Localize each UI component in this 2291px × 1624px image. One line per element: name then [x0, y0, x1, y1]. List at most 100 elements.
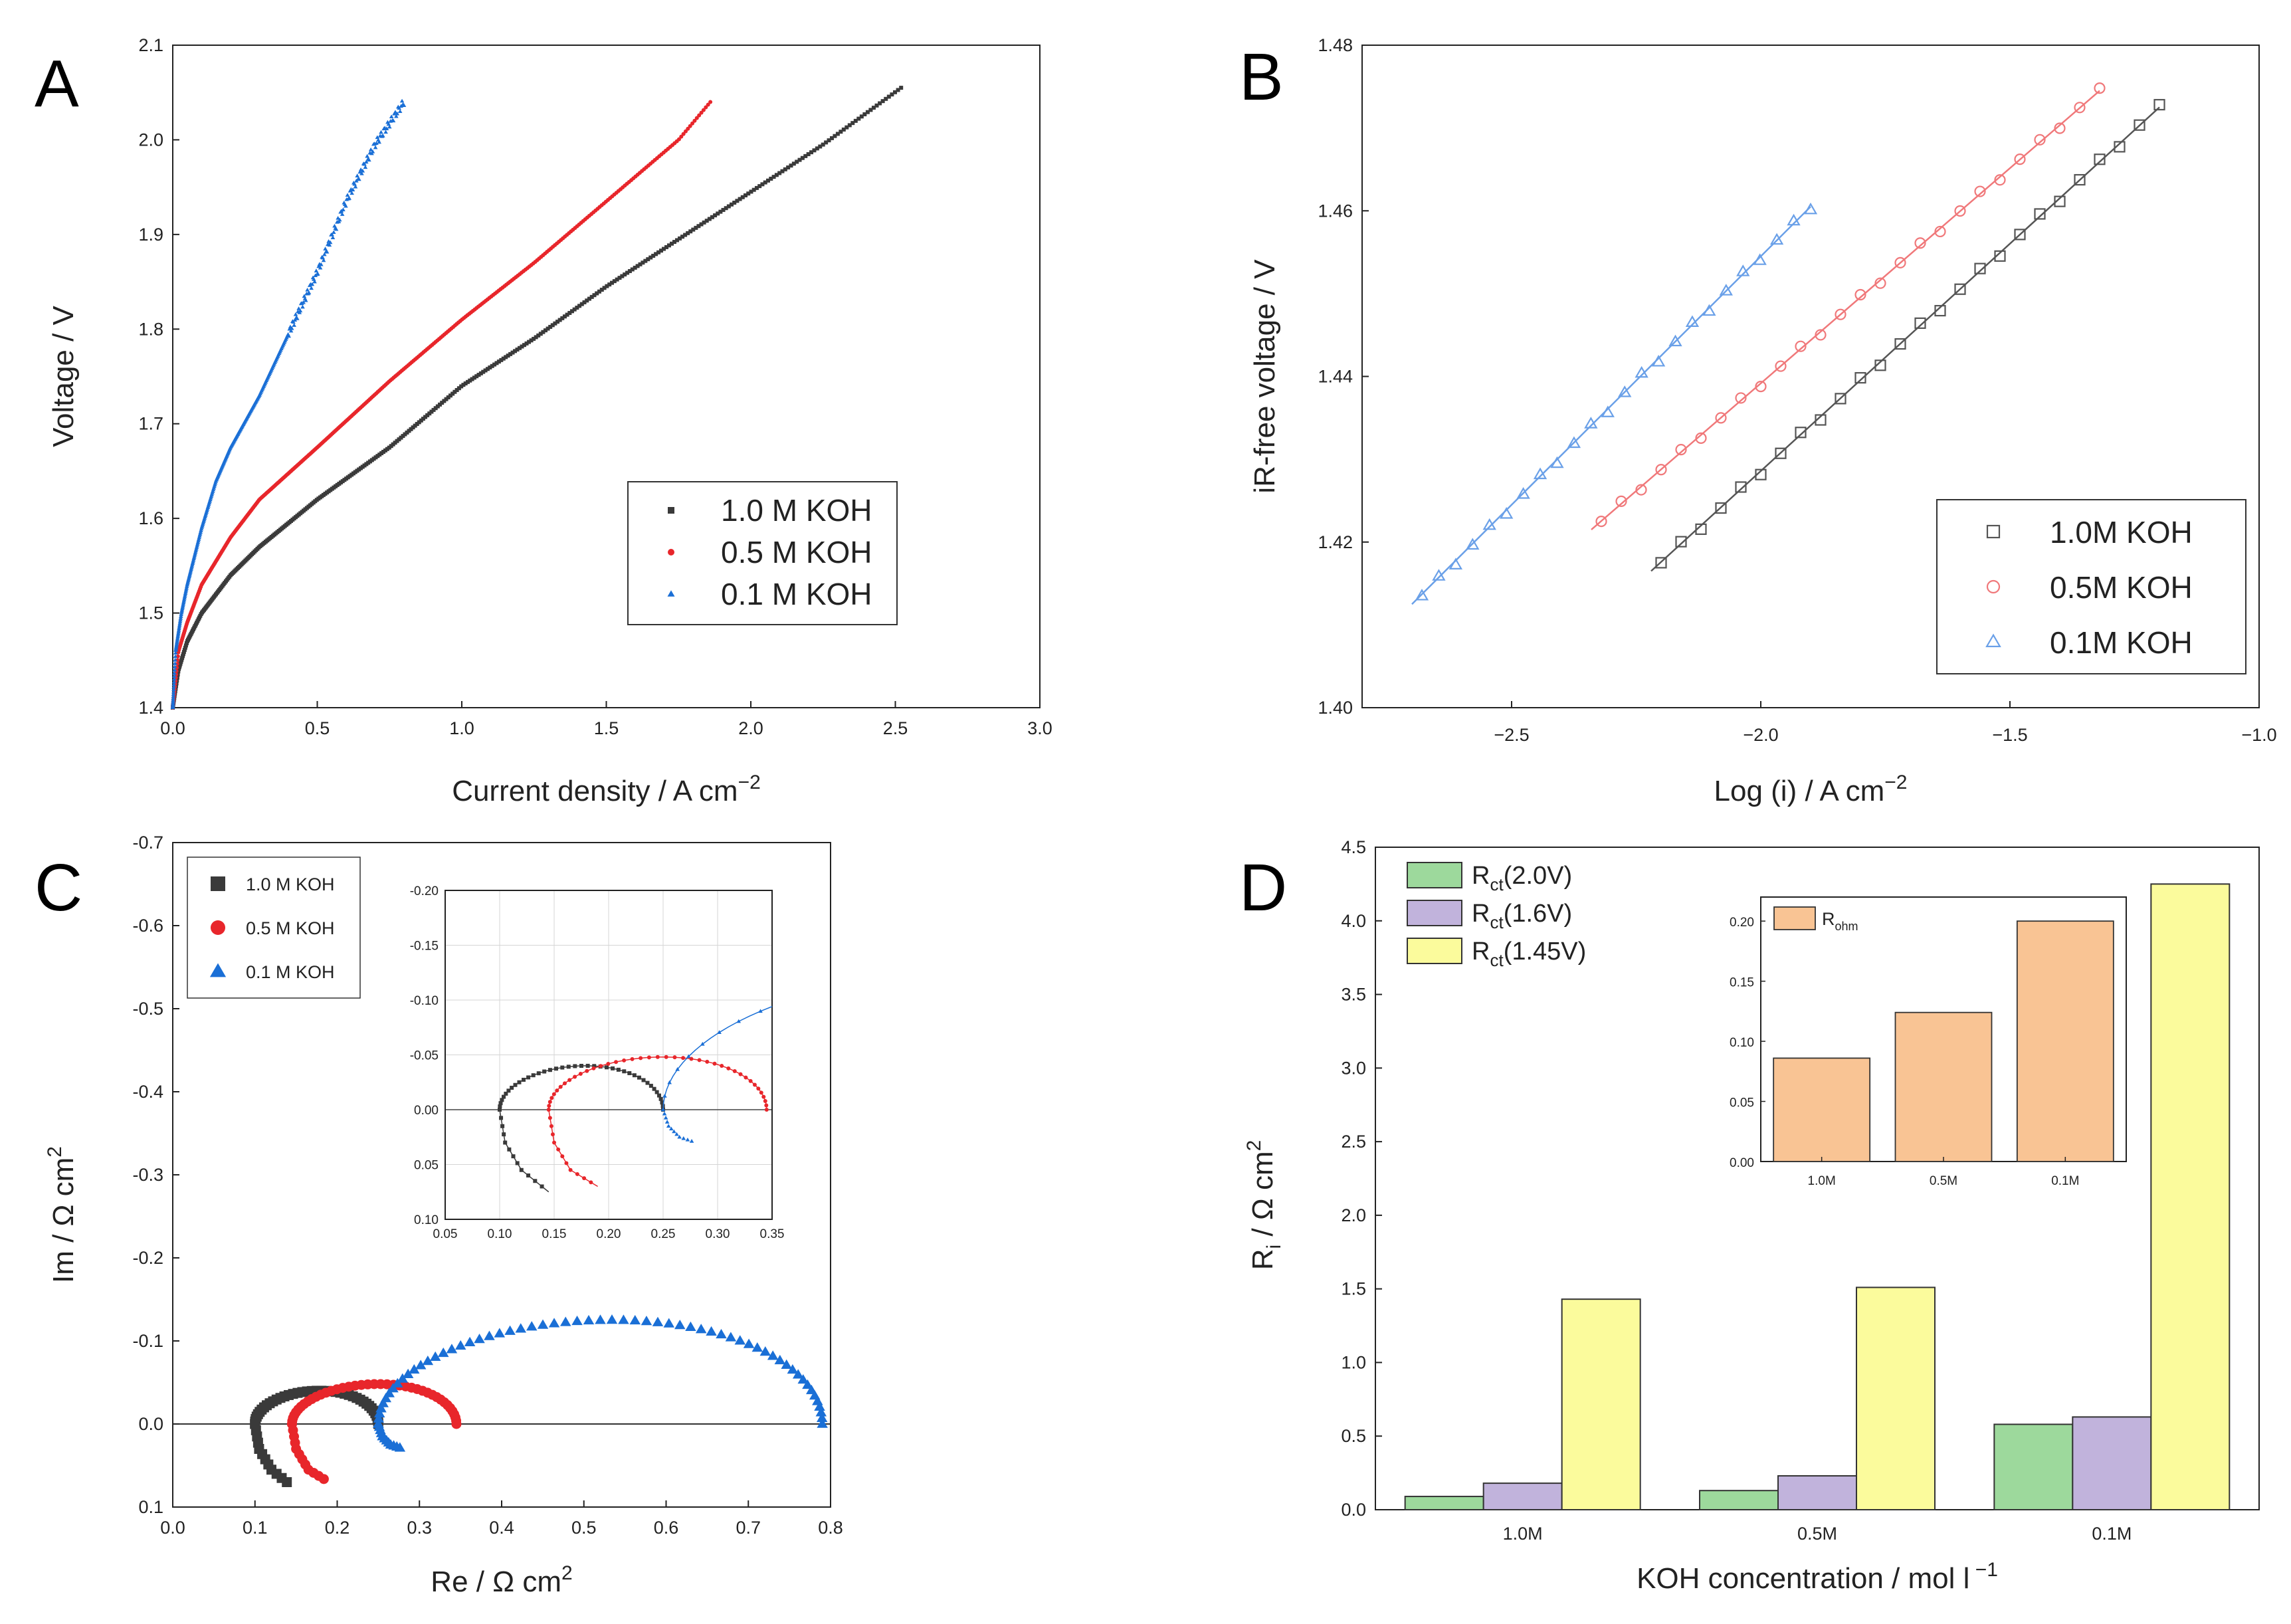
- data-point-a: [293, 312, 298, 316]
- data-point-c: [618, 1314, 629, 1324]
- data-point-a: [311, 277, 316, 281]
- data-point-b: [1584, 417, 1598, 429]
- data-point-a: [318, 265, 323, 270]
- data-point-a: [694, 225, 698, 230]
- data-point-a: [662, 247, 666, 251]
- data-point-c: [924, 972, 929, 976]
- data-point-a: [783, 167, 787, 171]
- data-point-a: [452, 389, 457, 394]
- data-point-a: [797, 157, 802, 162]
- data-point-a: [623, 272, 627, 277]
- data-point-a: [375, 135, 380, 140]
- data-point-a: [680, 235, 685, 239]
- data-point-b: [1735, 392, 1747, 404]
- data-point-c: [402, 1368, 414, 1378]
- data-point-a: [710, 215, 714, 219]
- data-point-a: [381, 134, 385, 138]
- x-tick-label-a: 1.5: [594, 718, 619, 738]
- data-point-b: [1655, 464, 1667, 476]
- data-point-b: [1769, 233, 1784, 245]
- data-point-a: [839, 130, 843, 134]
- data-point-a: [294, 316, 300, 320]
- legend-marker-c: [211, 876, 225, 891]
- data-point-b: [1755, 468, 1767, 480]
- data-point-a: [672, 240, 676, 245]
- y-tick-label-c: -0.4: [132, 1082, 163, 1102]
- legend-b: 1.0M KOH 0.5M KOH 0.1M KOH: [1936, 499, 2246, 674]
- data-point-b: [1736, 264, 1750, 276]
- data-point-a: [612, 279, 617, 284]
- data-point-a: [760, 182, 765, 187]
- bar-d: [1856, 1286, 1936, 1511]
- data-point-a: [181, 652, 185, 657]
- data-point-a: [841, 127, 846, 132]
- data-point-c: [751, 1342, 763, 1352]
- data-point-a: [641, 260, 645, 265]
- data-point-a: [553, 321, 557, 326]
- bar-d: [1404, 1496, 1484, 1511]
- inset-y-tick-label-d: 0.05: [1730, 1096, 1754, 1110]
- legend-marker-a: [668, 549, 674, 556]
- data-point-c: [814, 1401, 825, 1411]
- series-b-2: [1411, 202, 1818, 605]
- data-point-c: [282, 1477, 292, 1487]
- data-point-b: [1994, 174, 2006, 186]
- data-point-a: [735, 199, 740, 203]
- data-point-a: [690, 121, 695, 126]
- legend-label-b: 0.5M KOH: [2050, 570, 2193, 605]
- x-tick-label-b: −1.0: [2241, 725, 2276, 745]
- data-point-a: [353, 184, 358, 189]
- y-tick-label-a: 2.0: [138, 130, 163, 150]
- data-point-a: [173, 657, 177, 662]
- data-point-a: [592, 293, 597, 298]
- data-point-b: [2094, 82, 2106, 94]
- y-tick-label-c: -0.6: [132, 916, 163, 936]
- data-point-a: [332, 223, 337, 228]
- data-point-a: [646, 257, 650, 262]
- data-point-b: [1815, 329, 1827, 341]
- data-point-a: [627, 268, 632, 273]
- data-point-a: [171, 687, 176, 692]
- data-point-a: [302, 294, 307, 298]
- fit-line-b: [1411, 206, 1811, 605]
- data-point-c: [377, 1397, 389, 1407]
- data-point-c: [526, 1321, 538, 1331]
- data-point-b: [1894, 256, 1906, 268]
- data-point-a: [483, 368, 488, 373]
- inset-frame-c: [445, 890, 773, 1220]
- data-point-c: [1046, 975, 1050, 979]
- data-point-a: [459, 384, 464, 389]
- data-point-a: [171, 682, 177, 686]
- data-point-a: [510, 350, 515, 355]
- data-point-a: [585, 298, 589, 303]
- data-point-b: [1482, 518, 1496, 530]
- legend-label-a: 1.0 M KOH: [721, 493, 872, 528]
- panel-a-voltage-vs-current-density: A 0.0 0.5 1.0 1.5 2.0 2.5 3.0 1.4 1.5 1.6 1.7 1.8 1.9…: [35, 35, 1052, 807]
- data-point-b: [1695, 432, 1707, 444]
- series-c-1: [286, 1379, 462, 1484]
- data-point-a: [171, 679, 177, 684]
- data-point-a: [691, 227, 696, 232]
- data-point-a: [892, 90, 897, 94]
- data-point-a: [319, 262, 324, 266]
- data-point-a: [602, 286, 607, 290]
- data-point-c: [394, 1442, 406, 1452]
- legend-c: 1.0 M KOH 0.5 M KOH 0.1 M KOH: [187, 857, 361, 999]
- data-point-a: [324, 249, 330, 254]
- data-point-c: [446, 1344, 458, 1354]
- data-point-a: [896, 88, 900, 92]
- data-point-a: [327, 243, 332, 247]
- data-point-a: [815, 146, 819, 151]
- data-point-b: [1601, 405, 1615, 417]
- x-axis-title-b: Log (i) / A cm−2: [1714, 771, 1908, 807]
- data-point-c: [387, 1383, 399, 1393]
- data-point-a: [397, 109, 403, 114]
- data-point-a: [485, 367, 490, 371]
- data-point-b: [1702, 304, 1716, 316]
- data-point-a: [417, 420, 421, 425]
- data-point-a: [306, 290, 312, 294]
- data-point-a: [529, 338, 534, 343]
- data-point-a: [560, 316, 565, 320]
- y-tick-label-b: 1.42: [1318, 532, 1353, 552]
- inset-y-tick-label-d: 0.10: [1730, 1036, 1754, 1050]
